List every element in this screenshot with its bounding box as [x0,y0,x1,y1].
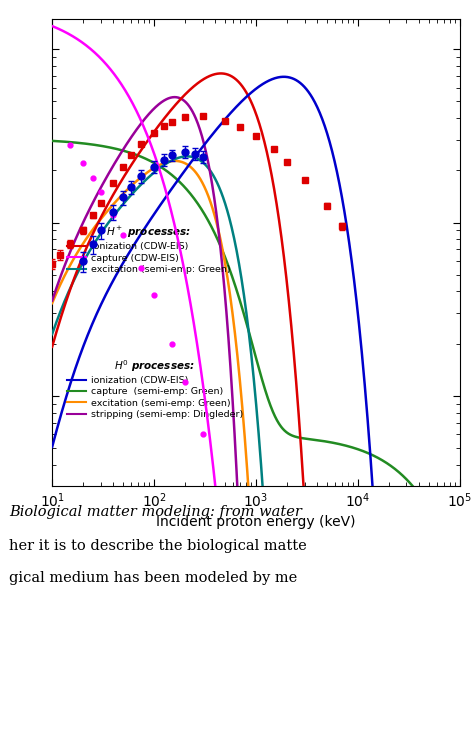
Text: gical medium has been modeled by me: gical medium has been modeled by me [9,571,298,585]
Text: her it is to describe the biological matte: her it is to describe the biological mat… [9,539,307,553]
Text: Biological matter modeling: from water: Biological matter modeling: from water [9,505,302,520]
Legend: ionization (CDW-EIS), capture  (semi-emp: Green), excitation (semi-emp: Green), : ionization (CDW-EIS), capture (semi-emp:… [65,356,245,421]
X-axis label: Incident proton energy (keV): Incident proton energy (keV) [156,515,356,529]
